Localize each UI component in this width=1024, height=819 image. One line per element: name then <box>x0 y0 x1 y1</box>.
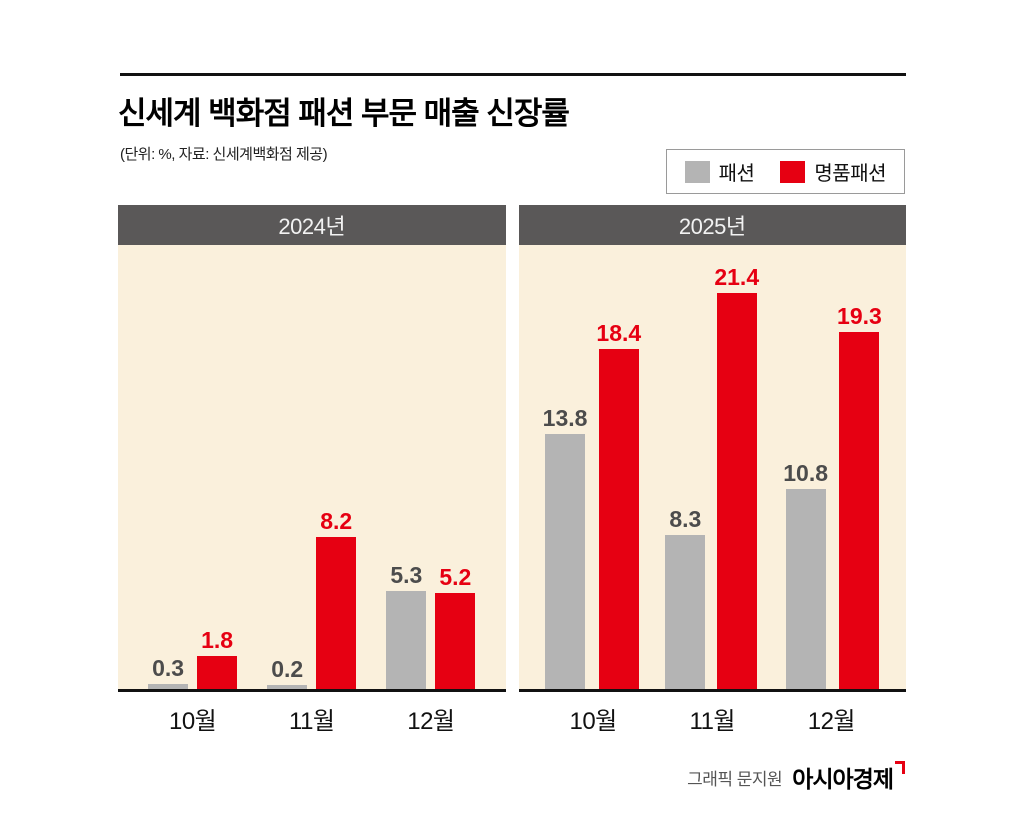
x-axis-label: 10월 <box>168 708 217 735</box>
asiae-logo-mark-icon <box>895 761 905 774</box>
bar-value-label: 0.3 <box>152 654 185 681</box>
bar-group-12월: 10.8 19.3 <box>783 302 882 689</box>
bar-item: 19.3 <box>837 302 882 689</box>
x-axis-label: 12월 <box>407 708 455 735</box>
bar-value-label: 18.4 <box>596 319 642 346</box>
bar-item: 18.4 <box>596 319 642 689</box>
bar-명품패션 <box>716 293 757 689</box>
bar-value-label: 1.8 <box>201 626 234 653</box>
bar-패션 <box>545 433 586 689</box>
plot-area-2024: 0.3 1.8 0.2 8.2 5.3 5.2 <box>118 245 506 692</box>
x-axis-label: 11월 <box>289 708 335 735</box>
bar-명품패션 <box>435 592 476 689</box>
top-rule <box>120 73 906 76</box>
bar-item: 8.3 <box>665 506 706 689</box>
bar-group-10월: 0.3 1.8 <box>148 626 238 689</box>
bar-패션 <box>148 683 189 689</box>
bar-패션 <box>267 685 308 689</box>
panel-2024: 2024년 0.3 1.8 0.2 8.2 5.3 5.2 10월 11월 12월 <box>118 205 506 736</box>
x-axis-label: 10월 <box>569 708 617 735</box>
bar-item: 5.2 <box>435 563 476 689</box>
asiae-logo: 아시아경제 <box>792 760 905 794</box>
bar-명품패션 <box>316 537 357 689</box>
footer: 그래픽 문지원 아시아경제 <box>687 760 905 794</box>
bar-패션 <box>785 489 826 689</box>
bar-item: 5.3 <box>386 562 427 689</box>
bar-group-12월: 5.3 5.2 <box>386 562 476 689</box>
bar-패션 <box>386 591 427 689</box>
legend-item-luxury-fashion: 명품패션 <box>780 157 886 186</box>
bar-group-10월: 13.8 18.4 <box>542 319 642 689</box>
x-axis-2025: 10월 11월 12월 <box>519 692 907 736</box>
x-axis-2024: 10월 11월 12월 <box>118 692 506 736</box>
panel-header-2025: 2025년 <box>518 205 906 245</box>
bar-item: 8.2 <box>316 508 357 689</box>
bar-value-label: 19.3 <box>837 302 882 329</box>
bar-명품패션 <box>839 331 880 689</box>
bar-item: 0.2 <box>267 656 308 689</box>
bar-item: 10.8 <box>783 462 828 689</box>
bar-value-label: 13.8 <box>542 404 588 431</box>
bar-value-label: 8.2 <box>320 508 353 535</box>
bar-value-label: 21.4 <box>714 264 760 291</box>
graphic-credit: 그래픽 문지원 <box>687 769 783 789</box>
bar-value-label: 5.3 <box>390 562 423 588</box>
bar-item: 13.8 <box>542 404 588 689</box>
bar-명품패션 <box>598 348 639 689</box>
asiae-logo-text: 아시아경제 <box>792 766 894 792</box>
x-axis-label: 11월 <box>689 708 736 735</box>
bar-item: 21.4 <box>714 266 759 689</box>
chart-subtitle: (단위: %, 자료: 신세계백화점 제공) <box>120 146 328 163</box>
bar-value-label: 8.3 <box>669 506 702 533</box>
legend-label-luxury-fashion: 명품패션 <box>814 163 886 185</box>
page-title: 신세계 백화점 패션 부문 매출 신장률 <box>118 96 570 131</box>
panel-header-2024: 2024년 <box>118 205 506 245</box>
bar-group-11월: 0.2 8.2 <box>267 508 357 689</box>
legend-item-fashion: 패션 <box>684 157 755 186</box>
panel-2025: 2025년 13.8 18.4 8.3 21.4 10.8 19.3 10월 11월 12월 <box>518 205 907 736</box>
bar-value-label: 5.2 <box>439 563 472 590</box>
bar-item: 0.3 <box>148 654 189 689</box>
legend-swatch-luxury-fashion <box>780 160 806 183</box>
bar-명품패션 <box>197 655 238 689</box>
legend: 패션 명품패션 <box>665 149 905 194</box>
legend-swatch-fashion <box>684 160 710 183</box>
bar-value-label: 10.8 <box>783 460 829 487</box>
chart-panels: 2024년 0.3 1.8 0.2 8.2 5.3 5.2 10월 11월 12월 2025년… <box>118 205 906 736</box>
legend-label-fashion: 패션 <box>718 163 755 185</box>
x-axis-label: 12월 <box>807 708 856 735</box>
bar-group-11월: 8.3 21.4 <box>665 266 759 689</box>
bar-item: 1.8 <box>197 626 238 689</box>
plot-area-2025: 13.8 18.4 8.3 21.4 10.8 19.3 <box>518 245 906 692</box>
bar-value-label: 0.2 <box>271 656 304 683</box>
bar-패션 <box>665 535 706 689</box>
